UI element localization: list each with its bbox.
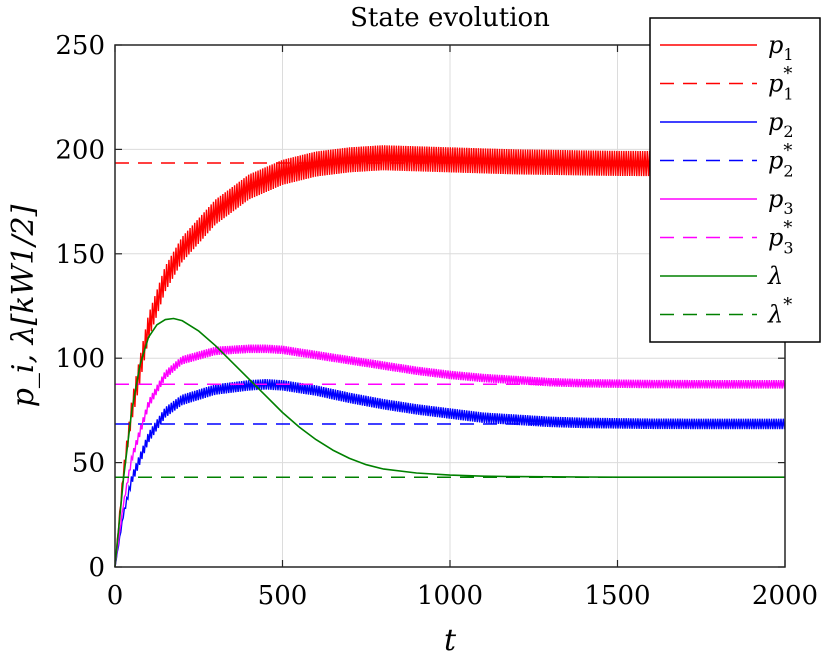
- y-tick-label: 200: [55, 135, 105, 165]
- series-p3-line: [114, 344, 786, 568]
- legend-box: [649, 17, 821, 343]
- chart-title: State evolution: [350, 3, 550, 33]
- ticks: 0 500 1000 1500 2000 0 50 100 150 200 250: [55, 31, 818, 611]
- x-tick-label: 0: [107, 581, 124, 611]
- y-tick-label: 250: [55, 31, 105, 61]
- legend: p1p* 1 p2p* 2 p3p* 3 λ λ*: [649, 17, 821, 343]
- x-axis-label: t: [444, 623, 457, 658]
- y-tick-label: 50: [72, 449, 105, 479]
- x-tick-label: 500: [258, 581, 308, 611]
- legend-label-p2: p2: [768, 108, 794, 141]
- legend-label-p1: p1: [768, 31, 794, 64]
- legend-label-p1-ref: p* 1: [768, 64, 794, 104]
- legend-label-p2-ref: p* 2: [768, 141, 794, 181]
- x-tick-label: 2000: [752, 581, 818, 611]
- legend-label-p3-ref: p* 3: [768, 218, 794, 258]
- series-p2-line: [114, 379, 786, 568]
- y-axis-label: p_i, λ[kW1/2]: [6, 204, 41, 407]
- legend-label-lambda: λ: [767, 262, 783, 290]
- y-tick-label: 150: [55, 240, 105, 270]
- series-lambda-line: [114, 317, 785, 568]
- legend-label-p3: p3: [768, 185, 794, 218]
- y-tick-label: 0: [88, 553, 105, 583]
- x-tick-label: 1000: [417, 581, 483, 611]
- y-tick-label: 100: [55, 344, 105, 374]
- legend-label-lambda-ref: λ*: [767, 295, 792, 329]
- x-tick-label: 1500: [584, 581, 650, 611]
